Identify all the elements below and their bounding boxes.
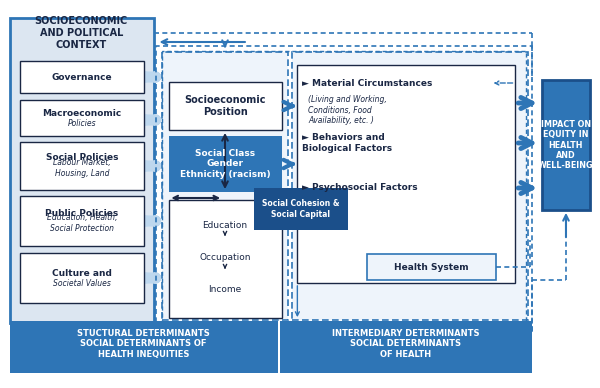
FancyBboxPatch shape (20, 253, 144, 303)
Text: Health System: Health System (394, 263, 469, 272)
Text: Culture and: Culture and (52, 270, 112, 279)
Text: ► Material Circumstances: ► Material Circumstances (302, 78, 433, 88)
FancyBboxPatch shape (280, 321, 532, 373)
FancyBboxPatch shape (20, 142, 144, 190)
FancyBboxPatch shape (169, 82, 281, 130)
Text: Education, Health,
Social Protection: Education, Health, Social Protection (47, 213, 117, 233)
FancyBboxPatch shape (169, 136, 281, 192)
Text: Education: Education (202, 220, 248, 229)
FancyBboxPatch shape (542, 80, 590, 210)
FancyBboxPatch shape (10, 321, 278, 373)
FancyBboxPatch shape (10, 18, 154, 323)
FancyBboxPatch shape (292, 52, 529, 320)
Text: Income: Income (208, 286, 242, 294)
Text: Macroeconomic: Macroeconomic (42, 109, 121, 118)
Text: Socioeconomic
Position: Socioeconomic Position (184, 95, 266, 117)
Text: Governance: Governance (52, 73, 112, 81)
Text: Social Cohesion &
Social Capital: Social Cohesion & Social Capital (262, 199, 339, 219)
FancyBboxPatch shape (20, 196, 144, 246)
Text: Public Policies: Public Policies (45, 208, 118, 218)
FancyBboxPatch shape (169, 200, 281, 318)
Text: Labour Market,
Housing, Land: Labour Market, Housing, Land (53, 158, 110, 178)
Text: Policies: Policies (67, 120, 96, 128)
Text: ► Behaviors and
Biological Factors: ► Behaviors and Biological Factors (302, 133, 392, 153)
Text: IMPACT ON
EQUITY IN
HEALTH
AND
WELL-BEING: IMPACT ON EQUITY IN HEALTH AND WELL-BEIN… (538, 120, 594, 170)
Text: SOCIOECONOMIC
AND POLITICAL
CONTEXT: SOCIOECONOMIC AND POLITICAL CONTEXT (35, 16, 128, 50)
Text: INTERMEDIARY DETERMINANTS
SOCIAL DETERMINANTS
OF HEALTH: INTERMEDIARY DETERMINANTS SOCIAL DETERMI… (332, 329, 479, 359)
Text: (Living and Working,
Conditions, Food
Availability, etc. ): (Living and Working, Conditions, Food Av… (308, 95, 387, 125)
Text: ► Psychosocial Factors: ► Psychosocial Factors (302, 184, 418, 192)
FancyBboxPatch shape (20, 61, 144, 93)
FancyBboxPatch shape (20, 100, 144, 136)
FancyBboxPatch shape (367, 254, 496, 280)
Text: Occupation: Occupation (199, 253, 251, 263)
Text: Social Class
Gender
Ethnicity (racism): Social Class Gender Ethnicity (racism) (179, 149, 271, 179)
FancyBboxPatch shape (298, 65, 515, 283)
FancyBboxPatch shape (254, 188, 348, 230)
FancyBboxPatch shape (161, 52, 289, 320)
Text: Societal Values: Societal Values (53, 279, 111, 289)
Text: Social Policies: Social Policies (46, 154, 118, 163)
Text: STUCTURAL DETERMINANTS
SOCIAL DETERMINANTS OF
HEALTH INEQUITIES: STUCTURAL DETERMINANTS SOCIAL DETERMINAN… (77, 329, 210, 359)
